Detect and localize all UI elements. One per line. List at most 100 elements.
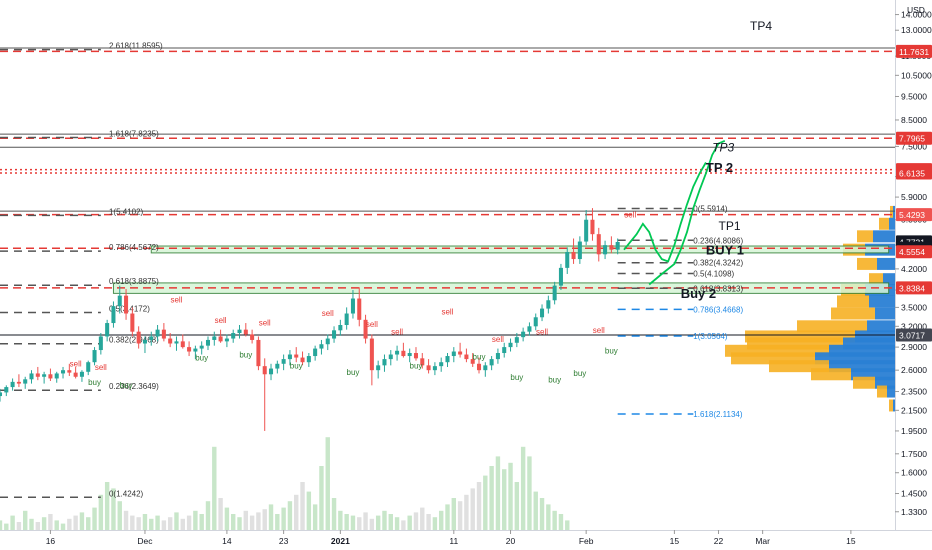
candle-body bbox=[540, 308, 545, 318]
volume-bar bbox=[54, 520, 59, 530]
volume-bar bbox=[426, 514, 431, 530]
candle-body bbox=[615, 241, 620, 250]
volume-bar bbox=[445, 504, 450, 530]
candle-body bbox=[489, 359, 494, 366]
annotation: TP 2 bbox=[706, 160, 733, 175]
time-tick-label: 23 bbox=[279, 536, 289, 546]
volume-bar bbox=[142, 514, 148, 530]
volume-bar bbox=[533, 491, 538, 530]
candle-body bbox=[306, 356, 311, 363]
candle-body bbox=[212, 336, 217, 340]
candle-body bbox=[476, 363, 482, 371]
candle-body bbox=[256, 339, 261, 367]
fib-label-right: 0(5.5914) bbox=[693, 204, 728, 213]
volume-bar bbox=[287, 501, 293, 530]
candle-body bbox=[294, 354, 299, 358]
candle-body bbox=[281, 359, 286, 364]
candle-body bbox=[363, 319, 368, 339]
time-tick-label: 22 bbox=[714, 536, 724, 546]
candle-body bbox=[571, 251, 576, 260]
candle-body bbox=[533, 317, 538, 327]
candle-body bbox=[584, 219, 589, 242]
sell-signal: sell bbox=[366, 320, 378, 329]
price-tag-label: 5.4293 bbox=[899, 210, 925, 220]
volume-bar bbox=[363, 512, 368, 530]
volume-bar bbox=[117, 501, 122, 530]
profile-buy-bar bbox=[893, 205, 895, 218]
volume-bar bbox=[186, 515, 192, 530]
candle-body bbox=[149, 336, 154, 340]
profile-sell-bar bbox=[811, 368, 851, 381]
buy-signal: buy bbox=[195, 353, 208, 362]
price-tag bbox=[896, 245, 932, 259]
candle-body bbox=[552, 285, 557, 301]
candle-body bbox=[92, 350, 97, 363]
candle-body bbox=[546, 300, 551, 309]
volume-bar bbox=[4, 523, 9, 530]
price-tick-label: 8.5000 bbox=[901, 115, 927, 125]
volume-bar bbox=[149, 518, 154, 530]
sell-signal: sell bbox=[215, 316, 227, 325]
price-tick-label: 2.3500 bbox=[901, 387, 927, 397]
profile-sell-bar bbox=[889, 399, 893, 412]
price-tick-label: 2.1500 bbox=[901, 405, 927, 415]
volume-bar bbox=[331, 498, 337, 530]
volume-bar bbox=[300, 482, 305, 530]
candle-body bbox=[237, 329, 242, 334]
fib-label-right: 0.786(3.4668) bbox=[693, 305, 743, 314]
candle-body bbox=[29, 373, 34, 380]
volume-bar bbox=[312, 504, 318, 530]
profile-buy-bar bbox=[869, 295, 895, 308]
volume-bar bbox=[388, 514, 393, 530]
volume-bar bbox=[281, 507, 286, 530]
fib-label-right: 0.382(4.3242) bbox=[693, 259, 743, 268]
sell-signal: sell bbox=[170, 295, 182, 304]
candle-body bbox=[199, 345, 204, 349]
volume-bar bbox=[451, 498, 457, 530]
candle-body bbox=[464, 354, 469, 360]
volume-bar bbox=[104, 482, 110, 530]
profile-buy-bar bbox=[867, 320, 895, 333]
candle-body bbox=[426, 365, 431, 371]
volume-bar bbox=[237, 517, 242, 530]
candle-body bbox=[432, 366, 437, 371]
candle-body bbox=[187, 347, 192, 352]
price-tags: 11.76317.79656.71956.61355.42934.773145:… bbox=[896, 44, 932, 342]
volume-bar bbox=[369, 518, 375, 530]
volume-bar bbox=[527, 456, 532, 530]
volume-bar bbox=[325, 437, 330, 530]
annotation: TP3 bbox=[712, 141, 734, 155]
volume-bar bbox=[79, 512, 85, 530]
price-tick-label: 2.6000 bbox=[901, 365, 927, 375]
zone-box bbox=[150, 245, 890, 254]
volume-bar bbox=[10, 515, 15, 530]
volume-bar bbox=[565, 520, 570, 530]
profile-sell-bar bbox=[869, 273, 883, 286]
candle-body bbox=[86, 362, 91, 372]
candle-body bbox=[174, 341, 179, 344]
buy-signal: buy bbox=[605, 347, 618, 356]
horizontal-lines bbox=[0, 47, 895, 336]
buy-signal: buy bbox=[573, 369, 586, 378]
candle-body bbox=[300, 357, 305, 363]
candle-body bbox=[514, 337, 519, 343]
volume-bar bbox=[558, 514, 564, 530]
volume-bar bbox=[60, 523, 66, 530]
time-tick-label: 11 bbox=[449, 536, 458, 546]
candle-body bbox=[596, 234, 601, 255]
buy-signal: buy bbox=[120, 381, 133, 390]
time-tick-label: Dec bbox=[137, 536, 153, 546]
buy-signal: buy bbox=[548, 375, 561, 384]
candle-body bbox=[243, 329, 248, 335]
volume-bar bbox=[306, 491, 312, 530]
volume-bar bbox=[218, 498, 223, 530]
fib-label-right: 1.618(2.1134) bbox=[693, 410, 743, 419]
candle-body bbox=[332, 330, 337, 339]
volume-bar bbox=[483, 475, 488, 530]
volume-bar bbox=[161, 520, 167, 530]
time-tick-label: Mar bbox=[755, 536, 770, 546]
volume-bar bbox=[224, 507, 230, 530]
time-tick-label: 15 bbox=[670, 536, 680, 546]
volume-bar bbox=[420, 507, 425, 530]
